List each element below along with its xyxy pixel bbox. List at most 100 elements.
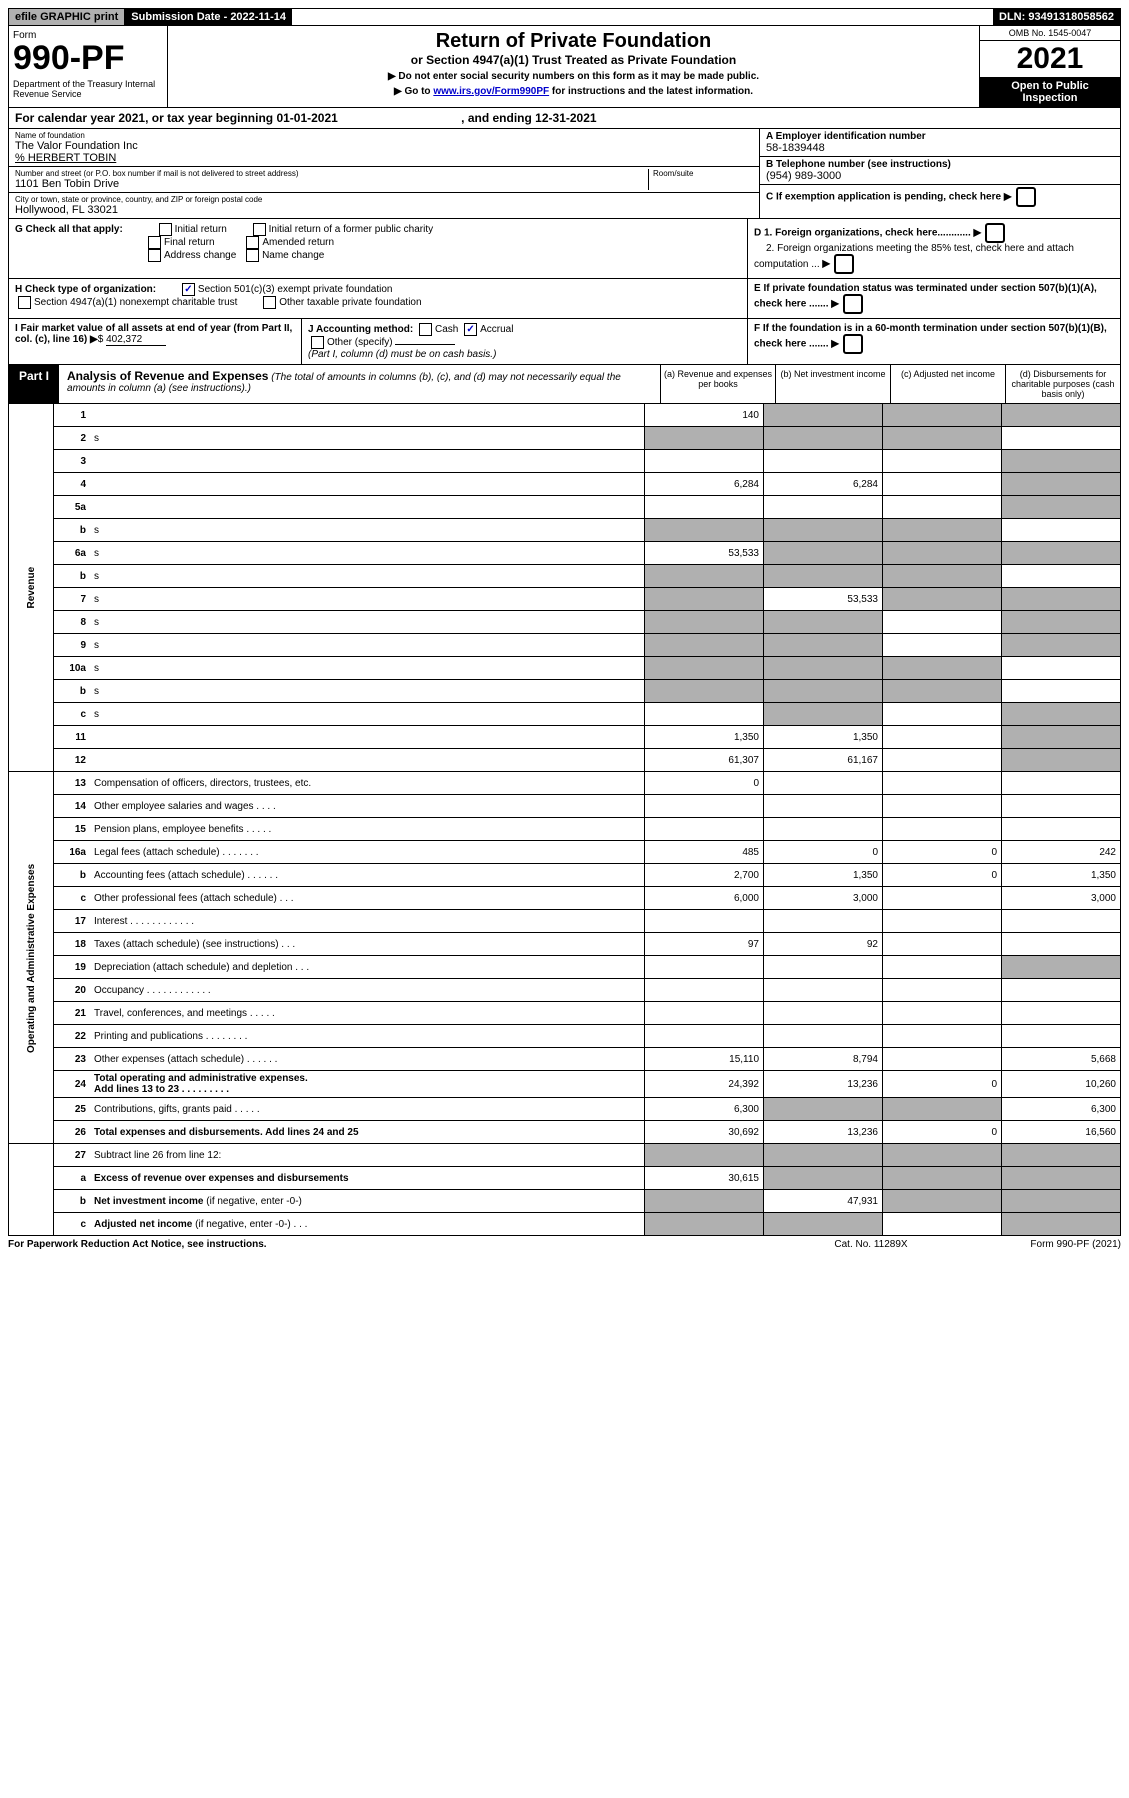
care-of: % HERBERT TOBIN [15, 152, 753, 164]
cell-shaded [883, 565, 1002, 588]
cell-shaded [764, 519, 883, 542]
line-description: s [90, 680, 645, 703]
checkbox-c[interactable] [1016, 187, 1036, 207]
omb-number: OMB No. 1545-0047 [980, 26, 1120, 41]
line-number: 4 [54, 473, 91, 496]
line-description: s [90, 634, 645, 657]
line-number: 15 [54, 818, 91, 841]
cell-shaded [764, 1098, 883, 1121]
form-subtitle: or Section 4947(a)(1) Trust Treated as P… [176, 53, 971, 67]
checkbox-initial[interactable] [159, 223, 172, 236]
top-bar: efile GRAPHIC print Submission Date - 20… [8, 8, 1121, 26]
cell-shaded [764, 1144, 883, 1167]
line-number: a [54, 1167, 91, 1190]
line-number: 20 [54, 979, 91, 1002]
checkbox-accrual[interactable] [464, 323, 477, 336]
efile-button[interactable]: efile GRAPHIC print [9, 9, 125, 25]
cell-shaded [883, 588, 1002, 611]
j-note: (Part I, column (d) must be on cash basi… [308, 349, 496, 360]
cell-shaded [645, 611, 764, 634]
checkbox-d1[interactable] [985, 223, 1005, 243]
section-label: Operating and Administrative Expenses [9, 772, 54, 1144]
cell-amount: 10,260 [1002, 1071, 1121, 1098]
line-number: 16a [54, 841, 91, 864]
cell-shaded [764, 542, 883, 565]
section-c-label: C If exemption application is pending, c… [766, 192, 1001, 203]
cell-amount [1002, 657, 1121, 680]
line-description: Occupancy . . . . . . . . . . . . [90, 979, 645, 1002]
cell-amount [645, 1002, 764, 1025]
checkbox-501c3[interactable] [182, 283, 195, 296]
cell-amount: 6,284 [764, 473, 883, 496]
checkbox-final[interactable] [148, 236, 161, 249]
cell-shaded [645, 427, 764, 450]
table-row: 19Depreciation (attach schedule) and dep… [9, 956, 1121, 979]
cell-amount [883, 818, 1002, 841]
section-label: Revenue [9, 404, 54, 772]
table-row: 14Other employee salaries and wages . . … [9, 795, 1121, 818]
part1-title: Analysis of Revenue and Expenses [67, 369, 268, 383]
cell-amount [883, 772, 1002, 795]
cell-amount [645, 703, 764, 726]
ein-label: A Employer identification number [766, 131, 926, 142]
cell-shaded [645, 1190, 764, 1213]
line-number: b [54, 565, 91, 588]
checkbox-amended[interactable] [246, 236, 259, 249]
line-number: 23 [54, 1048, 91, 1071]
cell-shaded [645, 519, 764, 542]
cell-shaded [764, 1167, 883, 1190]
cell-shaded [883, 1190, 1002, 1213]
checkbox-f[interactable] [843, 334, 863, 354]
table-row: 21Travel, conferences, and meetings . . … [9, 1002, 1121, 1025]
checkbox-e[interactable] [843, 294, 863, 314]
cell-shaded [764, 427, 883, 450]
cell-shaded [764, 657, 883, 680]
irs-link[interactable]: www.irs.gov/Form990PF [433, 86, 549, 97]
cell-shaded [645, 1144, 764, 1167]
city-state-zip: Hollywood, FL 33021 [15, 204, 753, 216]
checkbox-initial-former[interactable] [253, 223, 266, 236]
line-number: 5a [54, 496, 91, 519]
table-row: bs [9, 519, 1121, 542]
cell-shaded [883, 657, 1002, 680]
line-description: Legal fees (attach schedule) . . . . . .… [90, 841, 645, 864]
table-row: cOther professional fees (attach schedul… [9, 887, 1121, 910]
table-row: 7s53,533 [9, 588, 1121, 611]
cell-amount [883, 795, 1002, 818]
cell-shaded [1002, 588, 1121, 611]
checkbox-d2[interactable] [834, 254, 854, 274]
cell-shaded [1002, 404, 1121, 427]
h-label: H Check type of organization: [15, 284, 156, 295]
calendar-year-row: For calendar year 2021, or tax year begi… [8, 108, 1121, 129]
phone-value: (954) 989-3000 [766, 170, 1114, 182]
cell-amount [883, 910, 1002, 933]
checkbox-other-taxable[interactable] [263, 296, 276, 309]
cell-amount [883, 1213, 1002, 1236]
cell-shaded [1002, 473, 1121, 496]
checkbox-name[interactable] [246, 249, 259, 262]
table-row: 2s [9, 427, 1121, 450]
cell-shaded [764, 703, 883, 726]
cell-amount [1002, 519, 1121, 542]
cell-amount [883, 450, 1002, 473]
cell-amount: 3,000 [764, 887, 883, 910]
checkbox-cash[interactable] [419, 323, 432, 336]
room-label: Room/suite [653, 169, 753, 178]
checkbox-address[interactable] [148, 249, 161, 262]
cell-shaded [764, 634, 883, 657]
cell-amount [1002, 979, 1121, 1002]
checkbox-4947[interactable] [18, 296, 31, 309]
checkbox-other-method[interactable] [311, 336, 324, 349]
spacer [9, 1144, 54, 1236]
cell-amount [764, 772, 883, 795]
cell-shaded [645, 680, 764, 703]
cell-amount: 140 [645, 404, 764, 427]
cell-shaded [645, 657, 764, 680]
cell-amount: 61,167 [764, 749, 883, 772]
cell-amount [883, 404, 1002, 427]
cell-amount [764, 818, 883, 841]
cell-amount: 6,300 [1002, 1098, 1121, 1121]
line-number: 24 [54, 1071, 91, 1098]
f-label: F If the foundation is in a 60-month ter… [754, 323, 1107, 350]
col-c-header: (c) Adjusted net income [890, 365, 1005, 403]
